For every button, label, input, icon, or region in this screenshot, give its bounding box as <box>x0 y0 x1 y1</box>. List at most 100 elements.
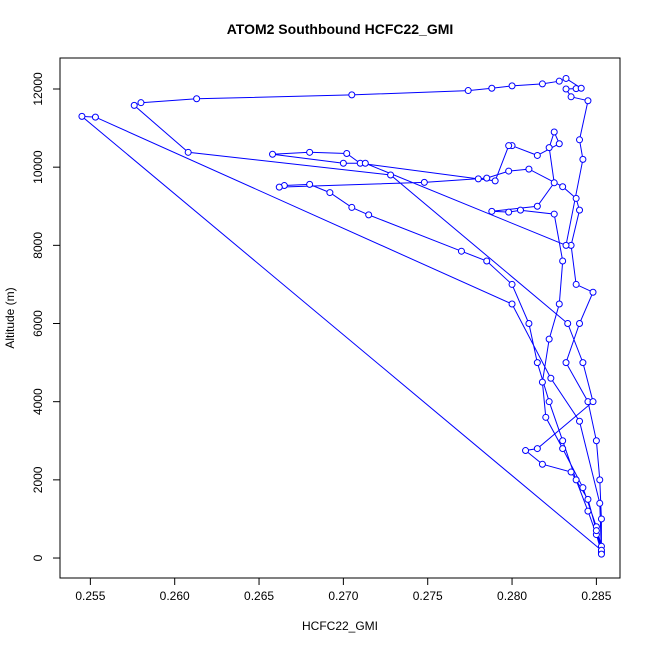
data-point <box>525 320 533 328</box>
data-point <box>597 550 605 558</box>
data-point <box>550 210 558 218</box>
data-point <box>562 85 570 93</box>
data-point <box>348 91 356 99</box>
y-tick-label: 12000 <box>31 72 45 106</box>
data-point <box>555 77 563 85</box>
x-tick-label: 0.255 <box>75 589 105 603</box>
data-point <box>130 101 138 109</box>
x-tick-label: 0.280 <box>497 589 527 603</box>
y-tick-label: 0 <box>31 554 45 561</box>
data-point <box>387 171 395 179</box>
data-point <box>592 527 600 535</box>
data-point <box>343 149 351 157</box>
data-point <box>508 280 516 288</box>
data-point <box>533 445 541 453</box>
data-point <box>559 257 567 265</box>
data-point <box>584 507 592 515</box>
data-point <box>91 113 99 121</box>
data-point <box>576 320 584 328</box>
y-tick-label: 10000 <box>31 150 45 184</box>
data-point <box>545 144 553 152</box>
data-point <box>538 80 546 88</box>
x-tick-label: 0.275 <box>413 589 443 603</box>
data-point <box>576 417 584 425</box>
data-point <box>505 208 513 216</box>
data-point <box>420 178 428 186</box>
data-point <box>538 378 546 386</box>
data-point <box>269 150 277 158</box>
data-point <box>306 180 314 188</box>
data-point <box>547 374 555 382</box>
data-point <box>339 159 347 167</box>
data-point <box>596 476 604 484</box>
data-point <box>505 167 513 175</box>
data-point <box>488 84 496 92</box>
data-point <box>542 413 550 421</box>
data-point <box>306 148 314 156</box>
data-point <box>516 206 524 214</box>
data-point <box>538 460 546 468</box>
data-point <box>579 155 587 163</box>
data-point <box>564 320 572 328</box>
data-point <box>464 87 472 95</box>
data-point <box>555 140 563 148</box>
data-point <box>559 437 567 445</box>
data-point <box>491 177 499 185</box>
data-point <box>508 82 516 90</box>
data-point <box>567 468 575 476</box>
data-point <box>555 300 563 308</box>
data-point <box>577 84 585 92</box>
data-point <box>559 445 567 453</box>
data-point <box>579 484 587 492</box>
data-point <box>533 151 541 159</box>
data-point <box>193 95 201 103</box>
data-point <box>365 211 373 219</box>
data-point <box>576 206 584 214</box>
x-axis-label: HCFC22_GMI <box>302 619 378 633</box>
data-point <box>584 97 592 105</box>
data-point <box>275 183 283 191</box>
y-tick-label: 2000 <box>31 466 45 493</box>
data-point <box>572 476 580 484</box>
data-point <box>545 335 553 343</box>
data-point <box>545 398 553 406</box>
data-point <box>562 359 570 367</box>
data-point <box>326 189 334 197</box>
data-point <box>592 437 600 445</box>
data-point <box>522 447 530 455</box>
data-point <box>474 175 482 183</box>
data-point <box>559 183 567 191</box>
data-point <box>184 148 192 156</box>
data-point <box>572 280 580 288</box>
data-point <box>596 499 604 507</box>
data-point <box>508 300 516 308</box>
data-point <box>589 288 597 296</box>
y-tick-label: 8000 <box>31 232 45 259</box>
data-point <box>533 359 541 367</box>
data-point <box>562 74 570 82</box>
data-point <box>525 165 533 173</box>
data-point <box>572 194 580 202</box>
data-point <box>533 202 541 210</box>
x-tick-label: 0.285 <box>581 589 611 603</box>
y-tick-label: 4000 <box>31 388 45 415</box>
x-tick-label: 0.260 <box>160 589 190 603</box>
x-tick-label: 0.265 <box>244 589 274 603</box>
data-point <box>483 174 491 182</box>
data-point <box>483 257 491 265</box>
data-point <box>567 93 575 101</box>
data-point <box>584 495 592 503</box>
data-point <box>505 142 513 150</box>
y-tick-label: 6000 <box>31 310 45 337</box>
data-point <box>550 179 558 187</box>
data-point <box>457 247 465 255</box>
data-point <box>488 207 496 215</box>
chart-title: ATOM2 Southbound HCFC22_GMI <box>227 21 454 37</box>
data-point <box>348 203 356 211</box>
data-point <box>361 159 369 167</box>
data-point <box>576 136 584 144</box>
data-point <box>562 241 570 249</box>
